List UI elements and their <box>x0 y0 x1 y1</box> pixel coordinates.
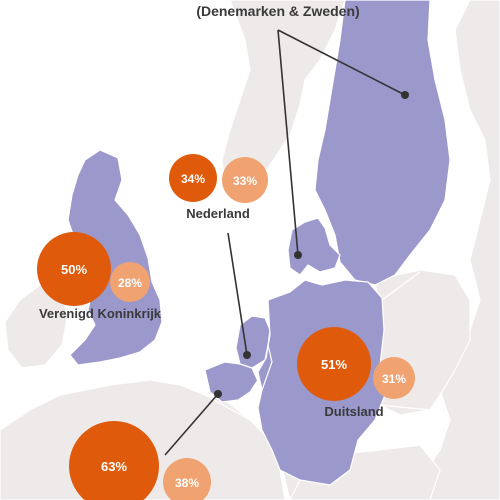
bubble-dark-nederland <box>169 154 217 202</box>
leader-dots <box>214 91 409 398</box>
bubble-light-belgium <box>163 458 211 500</box>
leader-dot <box>294 251 302 259</box>
bubble-light-duitsland <box>373 357 415 399</box>
duitsland-group: 51% 31% Duitsland <box>297 327 415 419</box>
bubble-dark-uk <box>37 232 111 306</box>
leader-dot <box>214 390 222 398</box>
leader-sweden <box>277 29 406 96</box>
value-light-nederland: 33% <box>233 174 257 188</box>
nederland-group: 34% 33% Nederland <box>169 154 268 221</box>
border-line <box>289 479 301 500</box>
label-duitsland: Duitsland <box>324 404 383 419</box>
leader-denmark <box>277 29 299 256</box>
chart-title-fragment: (Denemarken & Zweden) <box>196 3 359 19</box>
value-dark-duitsland: 51% <box>321 357 347 372</box>
value-dark-nederland: 34% <box>181 172 205 186</box>
value-light-duitsland: 31% <box>382 372 406 386</box>
label-nederland: Nederland <box>186 206 250 221</box>
value-dark-uk: 50% <box>61 262 87 277</box>
leader-lines <box>164 29 406 456</box>
belgium-group: 63% 38% <box>69 421 211 500</box>
border-line <box>381 271 421 301</box>
denmark-land <box>287 217 341 276</box>
border-line <box>251 367 263 391</box>
bubble-dark-duitsland <box>297 327 371 401</box>
value-light-uk: 28% <box>118 276 142 290</box>
leader-belgium <box>164 393 219 456</box>
bubble-light-nederland <box>222 157 268 203</box>
bubble-dark-belgium <box>69 421 159 500</box>
bubble-light-uk <box>110 262 150 302</box>
leader-dot <box>243 351 251 359</box>
border-line <box>261 344 273 391</box>
value-dark-belgium: 63% <box>101 459 127 474</box>
label-uk: Verenigd Koninkrijk <box>39 306 162 321</box>
leader-nederland <box>227 232 248 356</box>
leader-dot <box>401 91 409 99</box>
border-line <box>379 404 431 411</box>
value-light-belgium: 38% <box>175 476 199 490</box>
uk-group: 50% 28% Verenigd Koninkrijk <box>37 232 162 321</box>
